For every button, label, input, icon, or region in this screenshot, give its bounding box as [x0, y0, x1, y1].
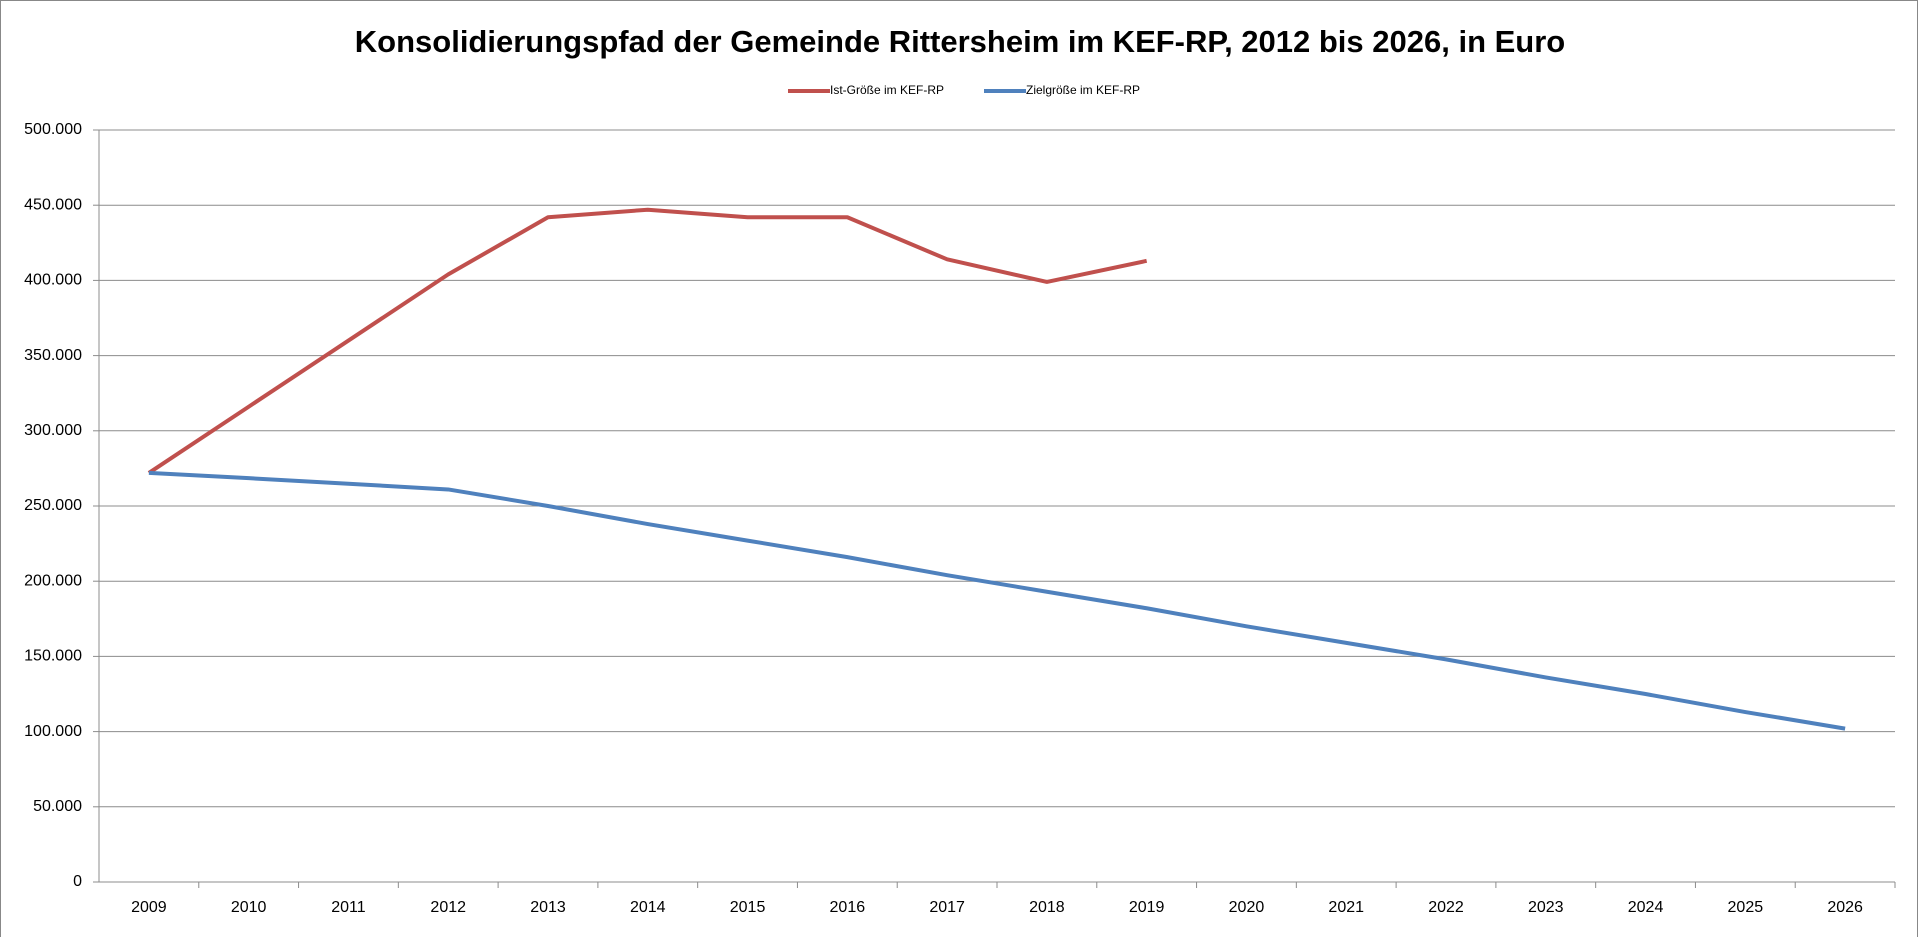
x-tick-label: 2013	[530, 899, 566, 916]
y-tick-label: 50.000	[33, 798, 82, 815]
y-tick-label: 300.000	[24, 422, 82, 439]
y-tick-label: 0	[73, 873, 82, 890]
x-tick-label: 2017	[929, 899, 965, 916]
chart-title: Konsolidierungspfad der Gemeinde Ritters…	[355, 24, 1565, 59]
y-tick-label: 400.000	[24, 272, 82, 289]
x-tick-label: 2025	[1728, 899, 1764, 916]
x-tick-label: 2026	[1827, 899, 1863, 916]
x-tick-label: 2018	[1029, 899, 1065, 916]
y-tick-label: 250.000	[24, 497, 82, 514]
x-tick-label: 2012	[430, 899, 466, 916]
legend-label: Zielgröße im KEF-RP	[1026, 83, 1140, 97]
x-tick-label: 2016	[830, 899, 866, 916]
x-tick-label: 2023	[1528, 899, 1564, 916]
series-line	[147, 207, 1148, 475]
x-tick-label: 2024	[1628, 899, 1664, 916]
y-tick-label: 450.000	[24, 196, 82, 213]
y-tick-label: 200.000	[24, 572, 82, 589]
x-tick-label: 2010	[231, 899, 267, 916]
legend-label: Ist-Größe im KEF-RP	[830, 83, 944, 97]
y-tick-label: 500.000	[24, 121, 82, 138]
x-tick-label: 2011	[331, 899, 366, 916]
y-tick-label: 150.000	[24, 648, 82, 665]
x-tick-label: 2021	[1328, 899, 1364, 916]
x-tick-label: 2015	[730, 899, 766, 916]
x-tick-label: 2020	[1229, 899, 1265, 916]
y-tick-label: 350.000	[24, 347, 82, 364]
series-line	[148, 470, 1846, 731]
x-tick-label: 2022	[1428, 899, 1464, 916]
x-tick-label: 2019	[1129, 899, 1165, 916]
y-tick-label: 100.000	[24, 723, 82, 740]
x-tick-label: 2014	[630, 899, 666, 916]
x-tick-label: 2009	[131, 899, 167, 916]
